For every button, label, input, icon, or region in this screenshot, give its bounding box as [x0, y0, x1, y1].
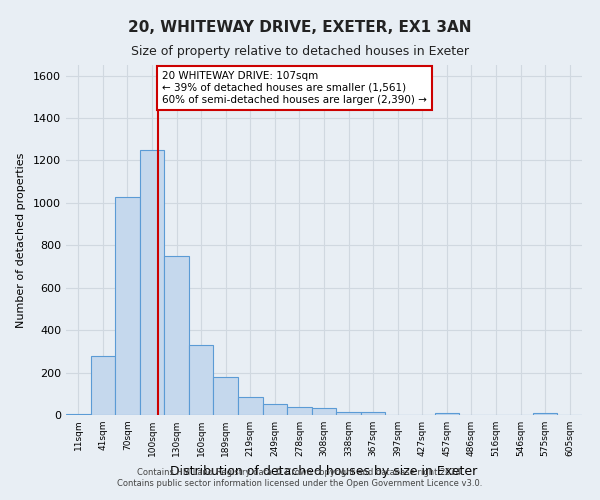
Bar: [533, 414, 557, 415]
Bar: [238, 397, 263, 415]
X-axis label: Distribution of detached houses by size in Exeter: Distribution of detached houses by size …: [170, 464, 478, 477]
Text: 20, WHITEWAY DRIVE, EXETER, EX1 3AN: 20, WHITEWAY DRIVE, EXETER, EX1 3AN: [128, 20, 472, 35]
Y-axis label: Number of detached properties: Number of detached properties: [16, 152, 26, 328]
Bar: [263, 404, 287, 415]
Bar: [312, 408, 336, 415]
Bar: [115, 196, 140, 415]
Text: Size of property relative to detached houses in Exeter: Size of property relative to detached ho…: [131, 45, 469, 58]
Bar: [361, 412, 385, 415]
Bar: [140, 150, 164, 415]
Bar: [189, 345, 214, 415]
Bar: [164, 256, 189, 415]
Bar: [91, 356, 115, 415]
Bar: [214, 377, 238, 415]
Bar: [434, 413, 459, 415]
Bar: [336, 412, 361, 415]
Text: Contains HM Land Registry data © Crown copyright and database right 2024.
Contai: Contains HM Land Registry data © Crown c…: [118, 468, 482, 487]
Text: 20 WHITEWAY DRIVE: 107sqm
← 39% of detached houses are smaller (1,561)
60% of se: 20 WHITEWAY DRIVE: 107sqm ← 39% of detac…: [162, 72, 427, 104]
Bar: [287, 406, 312, 415]
Bar: [66, 414, 91, 415]
